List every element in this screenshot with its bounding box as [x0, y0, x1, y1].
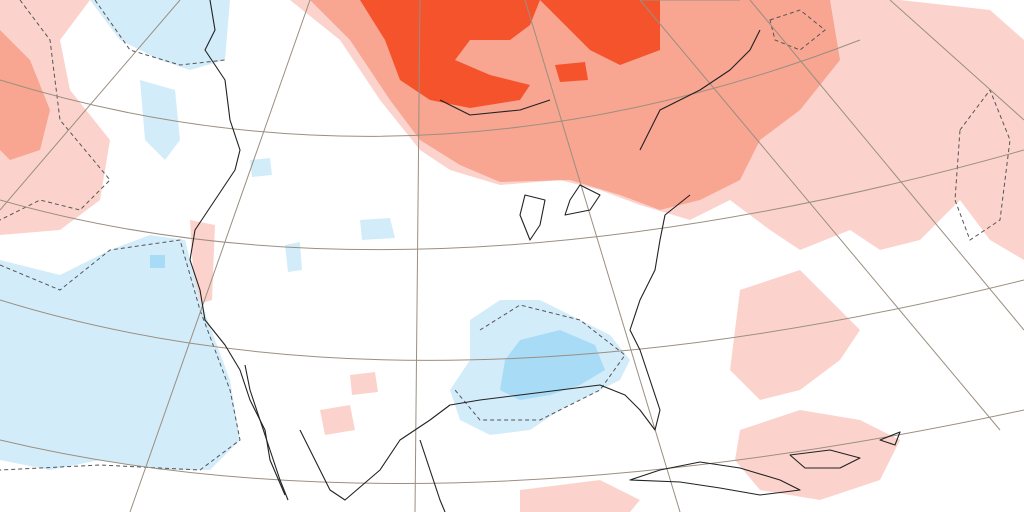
warm-area — [190, 220, 215, 305]
latitude-line — [0, 409, 1024, 484]
cool-area — [250, 158, 272, 177]
cool-area — [150, 255, 165, 268]
coastlines — [189, 0, 901, 512]
contour — [94, 0, 226, 66]
contour — [0, 239, 241, 471]
contour — [0, 0, 111, 221]
coastline — [879, 431, 901, 446]
warm-area — [735, 410, 900, 500]
meridian-line — [639, 0, 1001, 431]
meridian-line — [889, 0, 1024, 121]
warm-area — [520, 480, 640, 512]
contour — [769, 9, 826, 51]
meridian-line — [414, 0, 421, 512]
moderate-cool-anomaly — [150, 255, 605, 400]
warm-area — [320, 405, 355, 435]
contour — [454, 304, 626, 421]
warm-area — [360, 0, 660, 108]
coastline — [419, 439, 446, 512]
warm-area — [350, 372, 378, 395]
coastline — [244, 364, 289, 501]
latitude-line — [0, 39, 861, 137]
latitude-line — [0, 149, 1024, 251]
coastline — [639, 29, 761, 151]
latitude-line — [0, 279, 1024, 361]
coastline — [439, 99, 551, 116]
cool-area — [500, 330, 605, 400]
cool-area — [90, 0, 230, 70]
meridian-line — [129, 0, 311, 512]
cool-area — [285, 242, 302, 272]
warm-area — [555, 62, 588, 82]
coastline — [189, 0, 286, 496]
cool-area — [0, 235, 240, 470]
coastline — [789, 449, 861, 469]
coastline — [519, 194, 546, 241]
coastline — [629, 461, 801, 496]
strong-warm-anomaly — [360, 0, 660, 108]
warm-area — [0, 30, 50, 160]
meridian-line — [0, 0, 181, 211]
meridian-line — [749, 0, 1024, 331]
warm-area — [860, 120, 920, 170]
warm-area — [730, 270, 860, 400]
meridian-line — [524, 0, 681, 512]
cool-area — [140, 80, 180, 160]
coastline — [299, 194, 691, 501]
cool-area — [360, 218, 395, 240]
coastline — [564, 184, 601, 216]
